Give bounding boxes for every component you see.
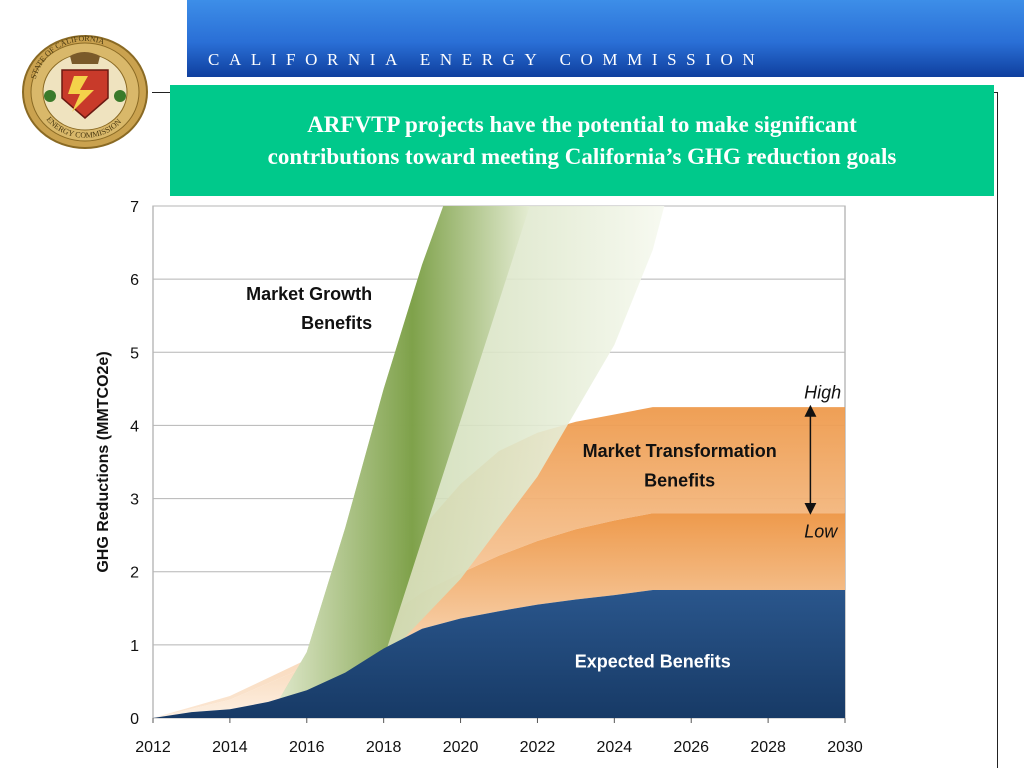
y-tick-label: 0 [130, 711, 139, 728]
market-transformation-high-band [153, 407, 845, 718]
y-tick-label: 4 [130, 418, 139, 435]
x-tick-label: 2018 [366, 739, 402, 756]
slide-title: ARFVTP projects have the potential to ma… [192, 109, 972, 173]
slide-title-line-1: ARFVTP projects have the potential to ma… [307, 111, 857, 137]
energy-commission-seal-logo: STATE OF CALIFORNIA ENERGY COMMISSION [22, 34, 148, 149]
transformation-label-line-1: Market Transformation [583, 441, 777, 461]
y-tick-label: 2 [130, 565, 139, 582]
x-tick-label: 2020 [443, 739, 479, 756]
x-tick-label: 2012 [135, 739, 171, 756]
y-tick-label: 5 [130, 345, 139, 362]
organization-name: CALIFORNIA ENERGY COMMISSION [208, 50, 765, 69]
x-tick-label: 2028 [750, 739, 786, 756]
x-tick-label: 2026 [673, 739, 709, 756]
x-tick-label: 2022 [520, 739, 556, 756]
title-box: ARFVTP projects have the potential to ma… [170, 85, 994, 196]
x-tick-label: 2030 [827, 739, 863, 756]
x-tick-label: 2016 [289, 739, 325, 756]
annotation-layer: Market Growth Benefits Market Transformati… [246, 284, 841, 672]
y-tick-label: 1 [130, 638, 139, 655]
frame-line-right [997, 92, 998, 768]
ghg-reductions-chart: 0 1 2 3 4 5 6 7 2012 2014 2016 2018 2020 2022 2024 2026… [95, 199, 863, 756]
expected-benefits-label: Expected Benefits [575, 652, 731, 672]
y-axis-label: GHG Reductions (MMTCO2e) [95, 351, 112, 572]
low-label: Low [804, 521, 838, 541]
y-tick-label: 6 [130, 272, 139, 289]
growth-label-line-2: Benefits [301, 313, 372, 333]
expected-benefits-area [153, 590, 845, 718]
growth-label-line-1: Market Growth [246, 284, 372, 304]
x-tick-label: 2014 [212, 739, 248, 756]
header-bar [187, 0, 1024, 77]
axis-layer: 0 1 2 3 4 5 6 7 2012 2014 2016 2018 2020 2022 2024 2026… [95, 199, 863, 756]
y-tick-label: 7 [130, 199, 139, 216]
area-layer [153, 206, 845, 718]
market-growth-wedge [268, 206, 530, 718]
y-tick-label: 3 [130, 492, 139, 509]
high-label: High [804, 383, 841, 403]
slide-title-line-2: contributions toward meeting California’… [267, 143, 897, 169]
transformation-label-line-2: Benefits [644, 470, 715, 490]
x-tick-label: 2024 [597, 739, 633, 756]
